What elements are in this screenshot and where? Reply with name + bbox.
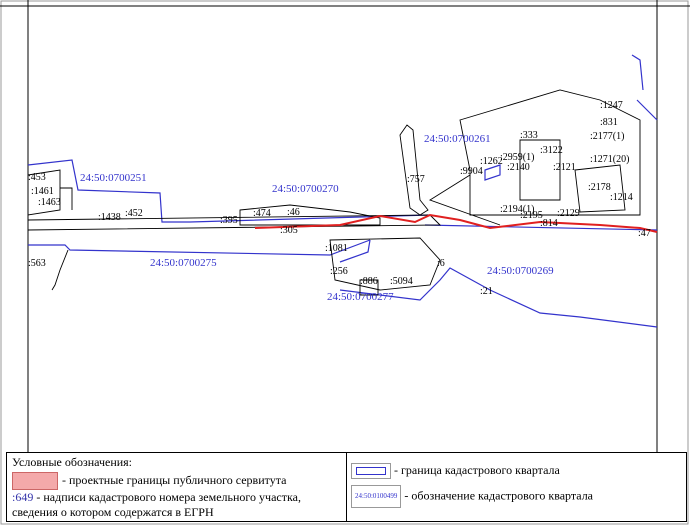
parcel-label: :46 (287, 207, 300, 218)
parcel-label: :2194(1) (500, 204, 534, 215)
quarter-boundary (339, 267, 658, 328)
parcel-label: :563 (28, 258, 46, 269)
parcel-label: :21 (480, 286, 493, 297)
parcel-label: :9904 (460, 166, 483, 177)
parcel (399, 124, 429, 216)
quarter-label-text: - обозначение кадастрового квартала (404, 488, 594, 503)
quarter-boundaries (27, 54, 658, 328)
parcel-label: :1214 (610, 192, 633, 203)
legend-quarter-label: 24:50:0100499- обозначение кадастрового … (351, 485, 682, 509)
parcel-label: :1262 (480, 156, 503, 167)
parcel-label: :2178 (588, 182, 611, 193)
parcel-boundaries (27, 89, 641, 296)
legend-quarter-boundary: - граница кадастрового квартала (351, 463, 682, 480)
parcel-label: :333 (520, 130, 538, 141)
parcel-label: :814 (540, 218, 558, 229)
parcel-label: :5094 (390, 276, 413, 287)
quarter-sample: 24:50:0100499 (351, 485, 402, 509)
legend: Условные обозначения: - проектные границ… (6, 452, 687, 522)
parcel-label: :3122 (540, 145, 563, 156)
parcel (27, 169, 73, 216)
parcel-label: :305 (280, 225, 298, 236)
quarter-label: 24:50:0700251 (80, 172, 147, 184)
parcel-label: :453 (28, 172, 46, 183)
parcel (459, 89, 641, 216)
quarter-labels: 24:50:0700251 24:50:0700270 24:50:070026… (80, 133, 554, 303)
quarter-label: 24:50:0700275 (150, 257, 217, 269)
parcel-label: :2129 (557, 208, 580, 219)
parcel (519, 139, 626, 213)
parcel-sample: :649 (12, 490, 34, 504)
legend-parcel: :649 - надписи кадастрового номера земел… (12, 490, 341, 505)
quarter-boundary (339, 239, 371, 263)
quarter-label: 24:50:0700269 (487, 265, 554, 277)
parcel (359, 279, 379, 296)
parcel-label: :2959(1) (500, 152, 534, 163)
parcel (51, 249, 69, 291)
parcel-label: :256 (330, 266, 348, 277)
legend-left: Условные обозначения: - проектные границ… (7, 453, 347, 521)
quarter-label: 24:50:0700261 (424, 133, 491, 145)
legend-servitude: - проектные границы публичного сервитута (12, 472, 341, 490)
quarter-label: 24:50:0700277 (327, 291, 394, 303)
parcel-label: :1461 (31, 186, 54, 197)
parcel-text: - надписи кадастрового номера земельного… (36, 490, 301, 504)
parcel-label: :1271(20) (590, 154, 629, 165)
parcel-label: :47 (638, 228, 651, 239)
parcel-label: :452 (125, 208, 143, 219)
quarter-boundary (28, 239, 371, 256)
parcel-label: :886 (360, 276, 378, 287)
parcel-label: :2140 (507, 162, 530, 173)
parcel-label: :474 (253, 208, 271, 219)
parcel (329, 237, 441, 291)
parcel-label: :2121 (553, 162, 576, 173)
parcel-label: :1463 (38, 197, 61, 208)
legend-right: - граница кадастрового квартала 24:50:01… (347, 453, 686, 521)
parcel-labels: :757 :474 :46 :395 :305 :814 :21 :886 :2… (28, 100, 651, 297)
quarter-boundary-swatch (351, 463, 391, 480)
quarter-boundary (27, 159, 431, 223)
parcel (27, 214, 442, 231)
servitude-swatch (12, 472, 58, 490)
parcel-label: :1438 (98, 212, 121, 223)
parcel-label: :2195 (520, 210, 543, 221)
parcel-label: :1081 (325, 243, 348, 254)
parcel-label: :1247 (600, 100, 623, 111)
quarter-label: 24:50:0700270 (272, 183, 339, 195)
quarter-boundary (484, 164, 501, 181)
quarter-boundary (631, 54, 658, 121)
parcel (428, 174, 501, 226)
parcel-label: :395 (220, 215, 238, 226)
servitude-boundary (254, 213, 658, 233)
quarter-boundary-text: - граница кадастрового квартала (394, 463, 560, 477)
parcel (239, 204, 381, 226)
parcel-label: :757 (407, 174, 425, 185)
parcel-label: :2177(1) (590, 131, 624, 142)
legend-title: Условные обозначения: (12, 455, 133, 469)
parcel-text-2: сведения о котором содержатся в ЕГРН (12, 505, 214, 519)
parcel-label: :831 (600, 117, 618, 128)
servitude-text: - проектные границы публичного сервитута (62, 472, 287, 487)
quarter-boundary (424, 224, 658, 231)
parcel-label: :6 (437, 258, 445, 269)
